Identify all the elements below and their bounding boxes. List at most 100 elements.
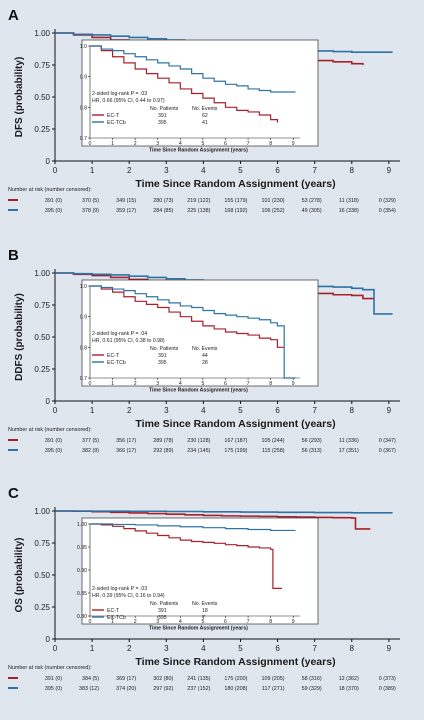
x-tick-label: 2: [127, 166, 132, 175]
risk-cell: 18 (370): [339, 686, 359, 692]
number-at-risk-label: Number at risk (number censored):: [8, 187, 92, 193]
inset-y-tick-label: 0.9: [80, 75, 87, 81]
risk-cell: 11 (318): [339, 198, 359, 204]
legend-events: 28: [202, 360, 208, 366]
inset-x-tick-label: 4: [179, 619, 182, 625]
risk-cell: 167 (187): [224, 438, 247, 444]
risk-cell: 297 (92): [153, 686, 173, 692]
risk-cell: 59 (329): [302, 686, 322, 692]
risk-cell: 383 (12): [79, 686, 99, 692]
risk-cell: 225 (138): [187, 208, 210, 214]
x-tick-label: 1: [90, 644, 95, 653]
inset-x-tick-label: 0: [89, 141, 92, 147]
col-patients: No. Patients: [150, 106, 179, 112]
hazard-ratio: HR, 0.39 (95% CI, 0.16 to 0.94): [92, 593, 165, 599]
x-tick-label: 2: [127, 406, 132, 415]
x-tick-label: 5: [238, 166, 243, 175]
risk-cell: 0 (354): [379, 208, 396, 214]
risk-cell: 168 (192): [224, 208, 247, 214]
risk-cell: 370 (5): [82, 198, 99, 204]
legend-arm: EC-T: [107, 608, 120, 614]
col-events: No. Events: [192, 601, 218, 607]
risk-cell: 384 (5): [82, 676, 99, 682]
x-tick-label: 1: [90, 406, 95, 415]
risk-cell: 219 (122): [187, 198, 210, 204]
inset-x-tick-label: 9: [292, 381, 295, 387]
col-patients: No. Patients: [150, 346, 179, 352]
number-at-risk-label: Number at risk (number censored):: [8, 665, 92, 671]
risk-cell: 349 (15): [116, 198, 136, 204]
panel-letter: A: [8, 7, 19, 24]
inset-x-tick-label: 4: [179, 141, 182, 147]
risk-cell: 395 (0): [45, 208, 62, 214]
hazard-ratio: HR, 0.61 (95% CI, 0.38 to 0.98): [92, 338, 165, 344]
legend-patients: 391: [158, 353, 167, 359]
inset-x-title: Time Since Random Assignment (years): [149, 388, 248, 394]
y-tick-label: 0.50: [34, 571, 50, 580]
risk-cell: 377 (5): [82, 438, 99, 444]
y-tick-label: 0.75: [34, 301, 50, 310]
risk-cell: 0 (329): [379, 198, 396, 204]
risk-cell: 16 (338): [339, 208, 359, 214]
risk-cell: 356 (17): [116, 438, 136, 444]
inset-x-tick-label: 2: [134, 619, 137, 625]
x-tick-label: 6: [275, 166, 280, 175]
legend-events: 7: [202, 615, 205, 621]
risk-cell: 12 (362): [339, 676, 359, 682]
x-axis-title: Time Since Random Assignment (years): [135, 656, 335, 668]
inset-y-tick-label: 1.0: [80, 44, 87, 50]
inset-x-tick-label: 1: [111, 141, 114, 147]
risk-cell: 366 (17): [116, 448, 136, 454]
risk-cell: 234 (145): [187, 448, 210, 454]
inset-curve-ec-tcb: [90, 285, 296, 379]
risk-cell: 374 (20): [116, 686, 136, 692]
inset-x-tick-label: 8: [269, 381, 272, 387]
legend-events: 41: [202, 120, 208, 126]
x-tick-label: 2: [127, 644, 132, 653]
risk-cell: 0 (389): [379, 686, 396, 692]
x-tick-label: 4: [201, 406, 206, 415]
x-tick-label: 0: [53, 166, 58, 175]
x-tick-label: 5: [238, 644, 243, 653]
x-tick-label: 3: [164, 166, 169, 175]
y-tick-label: 0.50: [34, 93, 50, 102]
x-axis-title: Time Since Random Assignment (years): [135, 178, 335, 190]
inset-x-title: Time Since Random Assignment (years): [149, 148, 248, 154]
risk-cell: 0 (347): [379, 438, 396, 444]
x-tick-label: 7: [312, 166, 317, 175]
risk-cell: 117 (271): [262, 686, 285, 692]
inset-x-tick-label: 1: [111, 381, 114, 387]
legend-arm: EC-T: [107, 353, 120, 359]
col-patients: No. Patients: [150, 601, 179, 607]
inset-curve-ec-t: [90, 45, 279, 123]
inset-x-tick-label: 8: [269, 619, 272, 625]
x-tick-label: 7: [312, 406, 317, 415]
y-tick-label: 0.75: [34, 61, 50, 70]
risk-cell: 180 (208): [224, 686, 247, 692]
inset-x-tick-label: 7: [247, 141, 250, 147]
y-tick-label: 1.00: [34, 269, 50, 278]
main-curve-ec-tcb: [55, 510, 393, 514]
y-tick-label: 0: [46, 397, 51, 406]
inset-curve-ec-t: [90, 523, 282, 589]
inset-x-tick-label: 5: [201, 619, 204, 625]
x-tick-label: 4: [201, 644, 206, 653]
inset-x-tick-label: 0: [89, 619, 92, 625]
inset-y-tick-label: 0.85: [77, 591, 87, 597]
risk-cell: 115 (258): [262, 448, 285, 454]
legend-arm: EC-TCb: [107, 120, 126, 126]
inset-frame: [81, 279, 319, 387]
risk-cell: 391 (0): [45, 438, 62, 444]
risk-cell: 175 (200): [224, 676, 247, 682]
x-tick-label: 8: [350, 644, 355, 653]
inset-curve-ec-tcb: [90, 523, 296, 532]
logrank-test: 2-sided log-rank P = .03: [92, 91, 147, 97]
x-tick-label: 0: [53, 406, 58, 415]
inset-y-tick-label: 1.00: [77, 522, 87, 528]
legend-patients: 391: [158, 608, 167, 614]
inset-x-tick-label: 9: [292, 619, 295, 625]
inset-y-tick-label: 1.0: [80, 284, 87, 290]
col-events: No. Events: [192, 106, 218, 112]
risk-cell: 289 (78): [153, 438, 173, 444]
